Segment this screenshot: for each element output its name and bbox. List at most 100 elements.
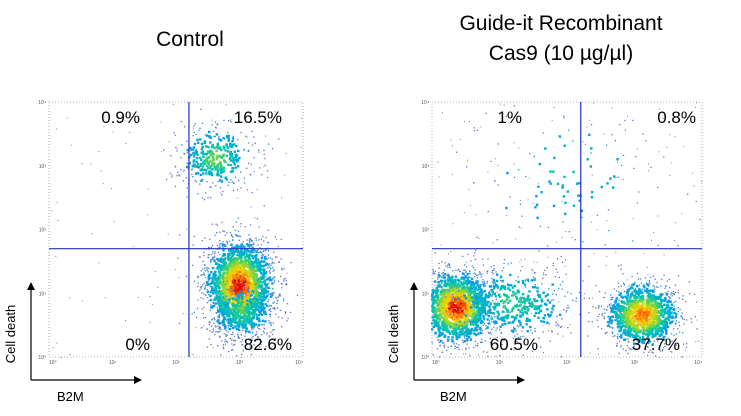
event-dot [276, 302, 278, 305]
event-dot [231, 254, 234, 257]
event-dot [211, 151, 214, 155]
event-dot [461, 278, 463, 280]
event-dot [223, 265, 227, 268]
event-dot [181, 144, 183, 146]
event-dot [241, 274, 244, 278]
event-dot [229, 265, 232, 268]
event-dot [454, 280, 457, 284]
event-dot [192, 127, 194, 129]
event-dot [203, 251, 205, 254]
event-dot [443, 296, 446, 299]
event-dot [473, 332, 476, 335]
event-dot [154, 270, 156, 272]
event-dot [225, 274, 229, 277]
event-dot [471, 321, 474, 325]
event-dot [240, 187, 242, 189]
event-dot [458, 325, 460, 327]
event-dot [218, 303, 221, 306]
y-tick-label: 10² [422, 228, 430, 234]
event-dot [210, 160, 213, 163]
event-dot [481, 281, 483, 283]
event-dot [473, 318, 476, 322]
event-dot [264, 249, 267, 252]
event-dot [470, 306, 473, 309]
event-dot [191, 169, 193, 171]
event-dot [111, 187, 113, 189]
event-dot [450, 353, 452, 355]
event-dot [264, 312, 267, 316]
event-dot [225, 272, 228, 275]
event-dot [431, 292, 434, 296]
event-dot [452, 282, 456, 285]
event-dot [246, 250, 249, 253]
event-dot [252, 287, 255, 290]
event-dot [522, 281, 525, 285]
event-dot [263, 240, 265, 242]
event-dot [512, 320, 515, 323]
event-dot [443, 325, 446, 328]
event-dot [436, 324, 439, 327]
event-dot [457, 269, 459, 271]
event-dot [514, 292, 517, 295]
event-dot [241, 300, 244, 304]
event-dot [460, 281, 463, 284]
event-dot [250, 275, 253, 278]
event-dot [211, 124, 213, 126]
event-dot [277, 299, 279, 301]
event-dot [247, 261, 251, 264]
event-dot [180, 169, 182, 171]
event-dot [182, 313, 184, 314]
event-dot [209, 309, 211, 312]
event-dot [631, 348, 633, 351]
event-dot [492, 273, 494, 275]
event-dot [471, 281, 474, 284]
event-dot [461, 276, 464, 279]
event-dot [213, 256, 215, 259]
event-dot [98, 262, 100, 264]
event-dot [460, 291, 464, 295]
event-dot [165, 178, 168, 180]
event-dot [252, 275, 256, 279]
event-dot [219, 293, 222, 297]
event-dot [198, 256, 200, 258]
event-dot [240, 320, 243, 323]
event-dot [479, 326, 482, 330]
event-dot [205, 142, 207, 144]
event-dot [492, 300, 494, 302]
event-dot [201, 274, 203, 276]
event-dot [207, 163, 211, 166]
event-dot [238, 290, 241, 293]
event-dot [622, 348, 624, 350]
event-dot [193, 235, 195, 238]
event-dot [229, 163, 233, 167]
event-dot [240, 356, 242, 358]
event-dot [204, 134, 207, 136]
event-dot [227, 254, 230, 258]
event-dot [252, 262, 255, 265]
event-dot [201, 165, 205, 168]
event-dot [447, 277, 449, 279]
event-dot [449, 305, 453, 308]
event-dot [443, 279, 446, 282]
event-dot [479, 329, 481, 332]
event-dot [451, 336, 454, 339]
event-dot [211, 257, 214, 259]
event-dot [465, 282, 468, 285]
event-dot [202, 152, 205, 156]
event-dot [271, 262, 273, 264]
event-dot [219, 148, 222, 151]
event-dot [252, 316, 255, 320]
event-dot [210, 271, 213, 274]
event-dot [286, 283, 288, 286]
event-dot [520, 336, 522, 338]
event-dot [470, 327, 474, 331]
event-dot [216, 283, 220, 286]
event-dot [522, 354, 524, 356]
event-dot [230, 121, 232, 123]
event-dot [273, 281, 276, 283]
event-dot [500, 287, 503, 290]
event-dot [186, 140, 188, 142]
event-dot [502, 318, 505, 322]
event-dot [269, 268, 271, 270]
event-dot [548, 301, 552, 304]
